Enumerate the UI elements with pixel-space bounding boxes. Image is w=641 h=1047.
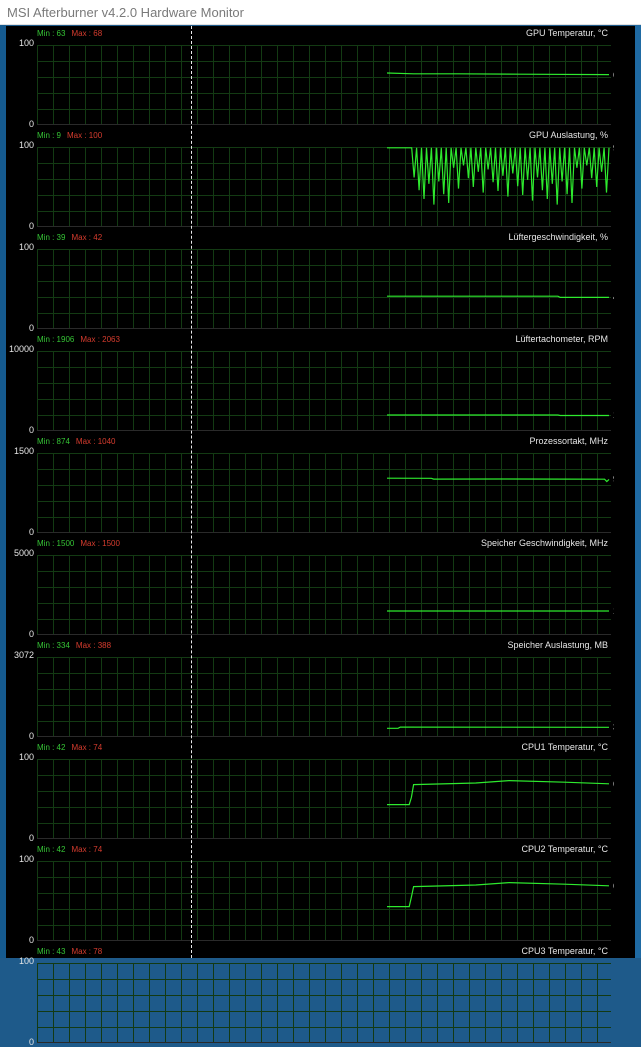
max-value: Max : 100 — [67, 131, 103, 140]
graph-plot — [37, 555, 611, 635]
sensor-trace — [386, 72, 610, 76]
min-value: Min : 42 — [37, 845, 66, 854]
y-axis-min-label: 0 — [28, 935, 34, 945]
y-axis-min-label: 0 — [28, 629, 34, 639]
graph-title: Lüftertachometer, RPM — [515, 334, 608, 344]
min-max-readout: Min : 1906 Max : 2063 — [37, 335, 120, 344]
graph-plot — [37, 759, 611, 839]
scroll-area[interactable] — [614, 26, 635, 958]
graph-plot — [37, 147, 611, 227]
min-max-readout: Min : 334 Max : 388 — [37, 641, 111, 650]
sensor-trace — [387, 295, 609, 299]
min-value: Min : 39 — [37, 233, 66, 242]
y-axis-min-label: 0 — [28, 1037, 34, 1047]
min-value: Min : 9 — [37, 131, 62, 140]
graph-panel[interactable]: Min : 43 Max : 78 CPU3 Temperatur, °C 100 0 — [6, 945, 614, 1047]
graph-panel[interactable]: Min : 874 Max : 1040 Prozessortakt, MHz 150… — [6, 435, 628, 537]
max-value: Max : 1500 — [80, 539, 120, 548]
graph-panel[interactable]: Min : 1906 Max : 2063 Lüftertachometer, RP… — [6, 333, 633, 435]
max-value: Max : 74 — [71, 845, 103, 854]
graph-plot — [37, 861, 611, 941]
y-axis-min-label: 0 — [28, 221, 34, 231]
max-value: Max : 74 — [71, 743, 103, 752]
graph-plot — [37, 657, 611, 737]
window-edge-right — [635, 0, 641, 958]
max-value: Max : 1040 — [75, 437, 116, 446]
graph-panel[interactable]: Min : 39 Max : 42 Lüftergeschwindigkeit, %… — [6, 231, 623, 333]
y-axis-min-label: 0 — [28, 119, 34, 129]
graph-title: CPU2 Temperatur, °C — [521, 844, 608, 854]
max-value: Max : 388 — [75, 641, 112, 650]
graph-title: CPU1 Temperatur, °C — [521, 742, 608, 752]
time-marker-line — [191, 26, 192, 958]
window-edge-left — [0, 0, 6, 958]
sensor-trace — [387, 147, 610, 205]
y-axis-min-label: 0 — [28, 731, 34, 741]
max-value: Max : 78 — [71, 947, 103, 956]
y-axis-max-label: 5000 — [13, 548, 34, 558]
graph-plot — [37, 963, 611, 1043]
y-axis-max-label: 10000 — [8, 344, 34, 354]
min-value: Min : 334 — [37, 641, 70, 650]
y-axis-min-label: 0 — [28, 527, 34, 537]
min-max-readout: Min : 43 Max : 78 — [37, 947, 102, 956]
min-value: Min : 1906 — [37, 335, 75, 344]
min-max-readout: Min : 1500 Max : 1500 — [37, 539, 120, 548]
y-axis-max-label: 3072 — [13, 650, 34, 660]
max-value: Max : 68 — [71, 29, 103, 38]
min-value: Min : 43 — [37, 947, 66, 956]
graph-panel[interactable]: Min : 1500 Max : 1500 Speicher Geschwindig… — [6, 537, 633, 639]
graph-plot — [37, 249, 611, 329]
y-axis-max-label: 100 — [18, 854, 34, 864]
sensor-trace — [387, 881, 610, 908]
min-max-readout: Min : 42 Max : 74 — [37, 743, 102, 752]
graph-plot — [37, 453, 611, 533]
max-value: Max : 2063 — [80, 335, 120, 344]
y-axis-min-label: 0 — [28, 425, 34, 435]
min-value: Min : 42 — [37, 743, 66, 752]
min-max-readout: Min : 63 Max : 68 — [37, 29, 102, 38]
graph-title: GPU Temperatur, °C — [526, 28, 608, 38]
graph-title: Prozessortakt, MHz — [529, 436, 608, 446]
graph-plot — [37, 351, 611, 431]
sensor-trace — [387, 726, 610, 729]
y-axis-max-label: 100 — [18, 242, 34, 252]
graph-title: CPU3 Temperatur, °C — [521, 946, 608, 956]
min-max-readout: Min : 39 Max : 42 — [37, 233, 102, 242]
y-axis-min-label: 0 — [28, 833, 34, 843]
min-max-readout: Min : 9 Max : 100 — [37, 131, 102, 140]
y-axis-max-label: 100 — [18, 752, 34, 762]
min-max-readout: Min : 42 Max : 74 — [37, 845, 102, 854]
y-axis-max-label: 100 — [18, 38, 34, 48]
min-max-readout: Min : 874 Max : 1040 — [37, 437, 115, 446]
sensor-trace — [387, 414, 609, 417]
graph-plot — [37, 45, 611, 125]
min-value: Min : 63 — [37, 29, 66, 38]
graph-title: Speicher Geschwindigkeit, MHz — [480, 538, 608, 548]
graph-panel[interactable]: Min : 334 Max : 388 Speicher Auslastung, M… — [6, 639, 628, 741]
graph-title: Lüftergeschwindigkeit, % — [508, 232, 608, 242]
sensor-trace — [386, 477, 610, 483]
y-axis-max-label: 1500 — [13, 446, 34, 456]
y-axis-min-label: 0 — [28, 323, 34, 333]
max-value: Max : 42 — [71, 233, 103, 242]
min-value: Min : 874 — [37, 437, 70, 446]
graph-title: Speicher Auslastung, MB — [507, 640, 608, 650]
graph-title: GPU Auslastung, % — [528, 130, 608, 140]
y-axis-max-label: 100 — [18, 140, 34, 150]
window-title: MSI Afterburner v4.2.0 Hardware Monitor — [0, 0, 641, 25]
min-value: Min : 1500 — [37, 539, 75, 548]
sensor-trace — [387, 779, 610, 806]
